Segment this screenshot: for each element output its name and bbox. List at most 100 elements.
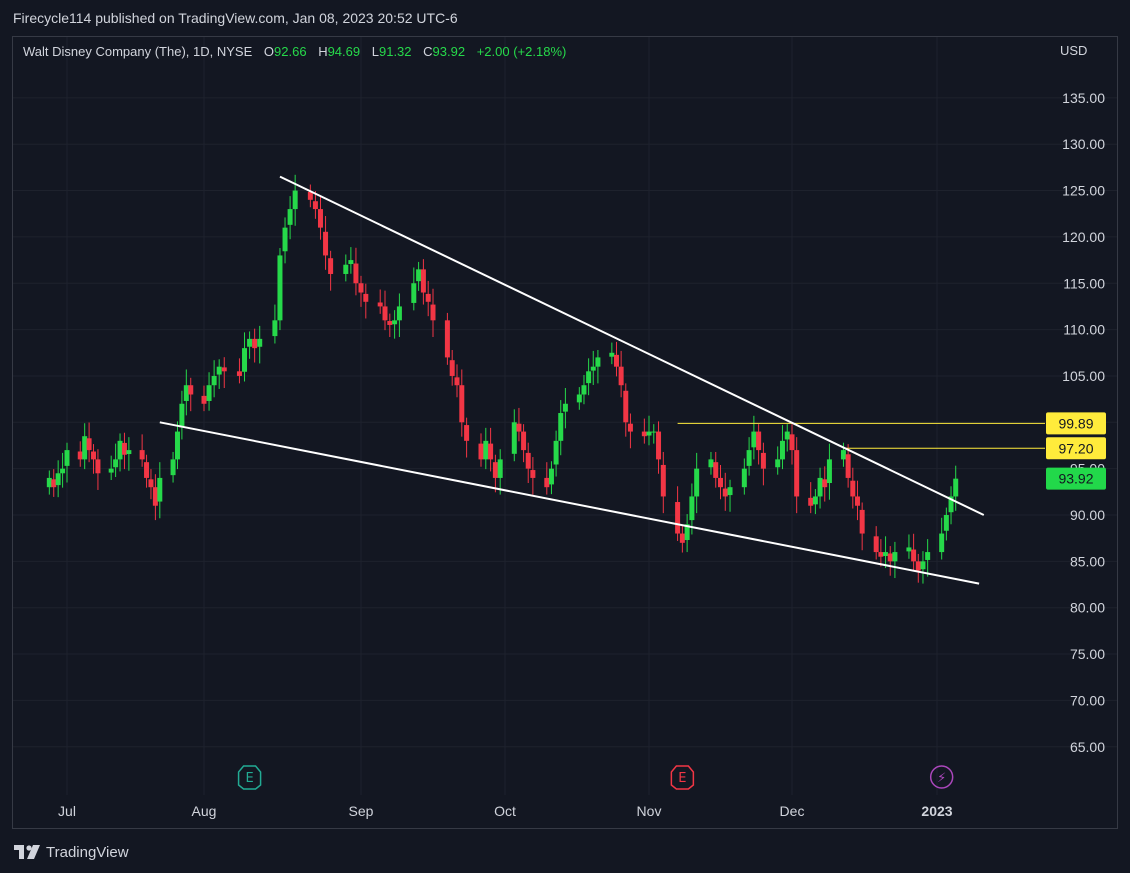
candle-body: [544, 477, 550, 488]
candle-body: [694, 468, 700, 497]
candle-body: [152, 487, 158, 506]
candle: [760, 442, 766, 486]
candle: [323, 216, 329, 270]
level-price-tag: [1046, 412, 1106, 435]
earnings-icon[interactable]: E: [237, 765, 262, 790]
candle: [139, 434, 145, 467]
candle: [60, 452, 66, 488]
candle-body: [915, 561, 921, 571]
candle-body: [660, 464, 666, 497]
candle-body: [216, 366, 222, 375]
candle: [953, 465, 959, 511]
change-value: +2.00 (+2.18%): [476, 44, 567, 59]
candle-body: [590, 366, 596, 371]
candle-body: [483, 440, 489, 460]
candle-body: [751, 431, 757, 448]
candle: [126, 437, 132, 471]
dividend-icon[interactable]: ⚡: [929, 765, 954, 789]
candle-body: [779, 440, 785, 460]
chart-pane[interactable]: [12, 36, 1118, 829]
candle-body: [581, 385, 587, 395]
candle: [906, 534, 912, 559]
candle-body: [558, 413, 564, 441]
candle: [152, 474, 158, 521]
tradingview-brand[interactable]: TradingView: [14, 840, 129, 864]
currency-label[interactable]: USD: [1060, 43, 1088, 58]
last-price-tag: [1046, 467, 1106, 490]
close-value: 93.92: [432, 44, 466, 59]
earnings-badge: [237, 765, 262, 790]
candle-body: [812, 496, 818, 505]
candle: [641, 418, 647, 444]
candle-body: [722, 488, 728, 497]
candle: [221, 357, 227, 389]
high-label: H: [318, 44, 328, 59]
candle: [317, 196, 323, 240]
candle-body: [530, 470, 536, 478]
candle-body: [387, 321, 393, 325]
price-tick-label: 65.00: [1070, 739, 1105, 755]
event-glyph: E: [678, 771, 686, 786]
candle-body: [121, 442, 127, 455]
brand-name: TradingView: [46, 843, 129, 861]
candle: [236, 358, 242, 384]
candle-body: [911, 549, 917, 562]
candle: [444, 312, 450, 365]
candle-body: [641, 431, 647, 437]
candle-body: [892, 552, 898, 562]
candle: [478, 433, 484, 467]
candle: [387, 313, 393, 338]
dividend-badge: [929, 765, 954, 789]
candle-body: [873, 536, 879, 553]
candle-body: [906, 547, 912, 552]
candle-body: [55, 473, 61, 486]
candle: [420, 259, 426, 305]
candle: [511, 409, 517, 462]
candle-body: [656, 431, 662, 460]
price-tick-label: 110.00: [1063, 322, 1105, 338]
candle: [623, 383, 629, 437]
candle-body: [521, 431, 527, 451]
earnings-icon[interactable]: E: [670, 765, 695, 790]
candle-body: [242, 348, 248, 372]
candle-body: [86, 438, 92, 451]
candle-body: [188, 385, 194, 395]
candle-body: [756, 431, 762, 451]
candle: [741, 458, 747, 495]
candle-body: [343, 264, 349, 274]
candle: [343, 254, 349, 282]
candle: [850, 467, 856, 509]
candle-body: [741, 468, 747, 488]
candle: [775, 446, 781, 475]
candle: [282, 217, 288, 264]
candle: [779, 425, 785, 470]
candle: [108, 455, 114, 481]
candle-body: [454, 377, 460, 386]
price-tick-label: 125.00: [1062, 183, 1105, 199]
candle: [925, 539, 931, 577]
candle: [646, 415, 652, 446]
tradingview-logo-icon: [14, 845, 40, 859]
candle-body: [201, 395, 207, 404]
candle: [794, 437, 800, 514]
candle-body: [257, 338, 263, 347]
candle-body: [425, 293, 431, 302]
candle: [718, 464, 723, 500]
candle-body: [887, 553, 893, 562]
price-tick-label: 135.00: [1062, 90, 1105, 106]
symbol-name[interactable]: Walt Disney Company (The), 1D, NYSE: [23, 44, 253, 59]
candle: [558, 400, 564, 456]
candle-body: [139, 450, 145, 460]
candle-body: [794, 450, 800, 497]
candle: [530, 457, 536, 495]
candle-body: [679, 533, 685, 543]
candle-body: [174, 431, 180, 460]
candle-body: [760, 452, 766, 469]
candle-body: [627, 423, 633, 432]
earnings-badge: [670, 765, 695, 790]
price-tick-label: 75.00: [1070, 646, 1105, 662]
candle: [358, 275, 364, 307]
candle: [277, 248, 283, 331]
candle: [449, 349, 455, 386]
